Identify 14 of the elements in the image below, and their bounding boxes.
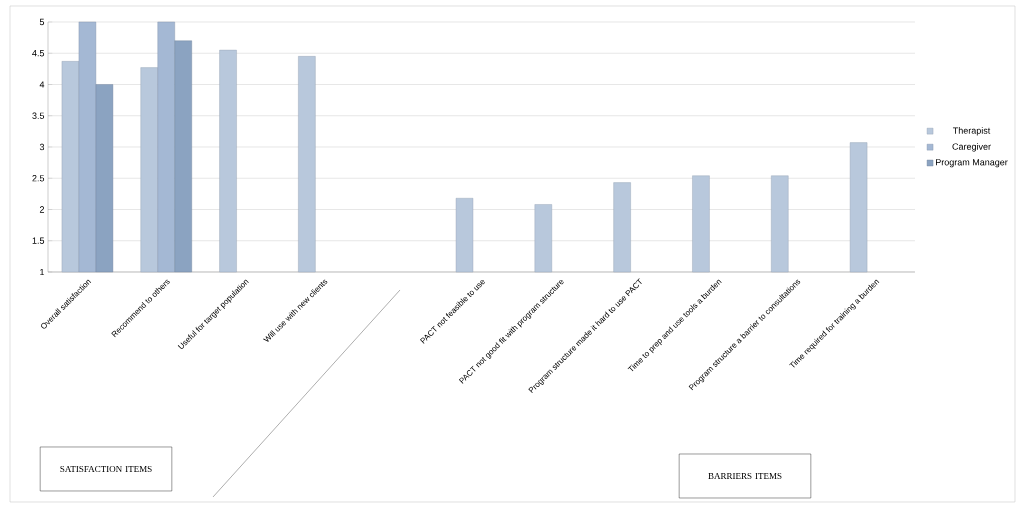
y-tick-label: 2.5: [32, 175, 45, 182]
legend-label: Therapist: [952, 127, 991, 136]
y-tick-label: 2: [39, 206, 45, 213]
y-tick-label: 3.5: [32, 112, 45, 119]
text: BARRIERS ITEMS: [708, 472, 782, 480]
y-tick-label: 1.5: [32, 237, 45, 244]
y-tick-label: 5: [39, 18, 45, 26]
y-tick-label: 4.5: [32, 50, 45, 57]
y-tick-label: 1: [40, 268, 45, 276]
y-tick-label: 3: [39, 143, 45, 151]
text: SATISFACTION ITEMS: [60, 465, 152, 473]
legend-label: Caregiver: [952, 143, 991, 152]
legend-label: Program Manager: [936, 159, 1008, 168]
y-tick-label: 4: [39, 81, 45, 88]
